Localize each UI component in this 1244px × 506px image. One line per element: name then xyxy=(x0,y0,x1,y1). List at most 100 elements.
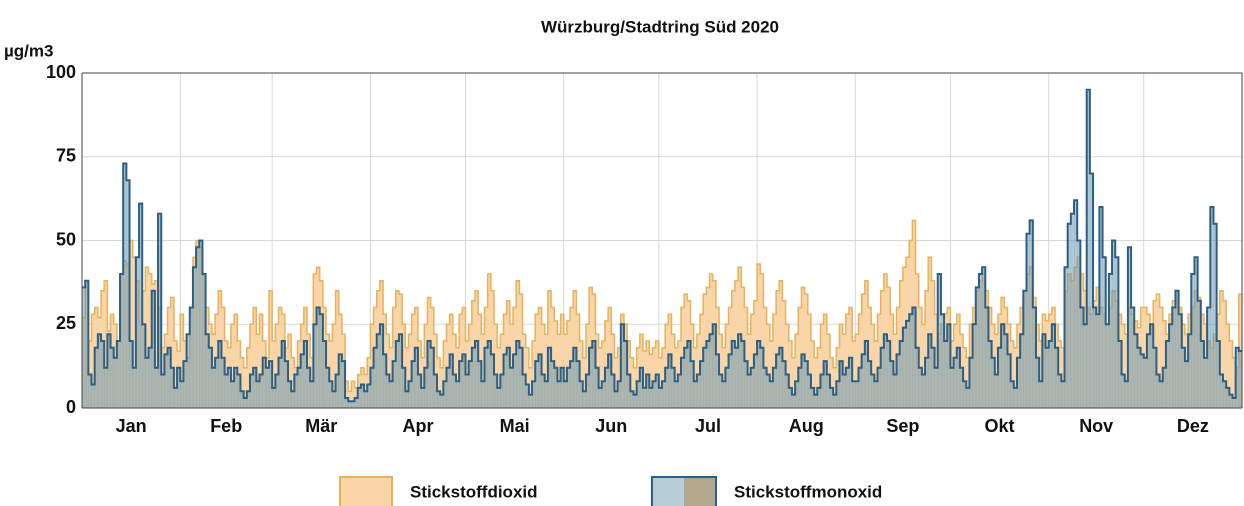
bar xyxy=(937,274,942,408)
bar xyxy=(810,387,815,408)
bar xyxy=(452,374,457,408)
bar xyxy=(449,354,454,408)
bar xyxy=(570,307,574,408)
bar xyxy=(652,347,656,408)
bar xyxy=(807,314,812,408)
bar xyxy=(899,341,904,408)
bar xyxy=(947,324,951,408)
x-tick-label: Feb xyxy=(210,416,242,436)
bar xyxy=(829,387,834,408)
bar xyxy=(696,374,701,408)
bar xyxy=(164,354,168,408)
bar xyxy=(192,267,197,408)
bar xyxy=(427,341,431,408)
bar xyxy=(877,367,881,408)
bar xyxy=(690,361,694,408)
bar xyxy=(975,287,980,408)
bar xyxy=(700,361,704,408)
bar xyxy=(760,347,764,408)
bar xyxy=(852,341,856,408)
bar xyxy=(719,374,723,408)
bar xyxy=(1105,324,1110,408)
bar xyxy=(687,341,691,408)
bar xyxy=(1055,347,1059,408)
bar xyxy=(97,334,102,408)
bar xyxy=(351,401,355,408)
bar xyxy=(268,361,273,408)
bar xyxy=(1121,374,1126,408)
bar xyxy=(712,324,717,408)
bar xyxy=(915,274,920,408)
bar xyxy=(1203,357,1208,408)
bar xyxy=(440,367,444,408)
bar xyxy=(351,381,355,408)
bar xyxy=(944,341,948,408)
bar xyxy=(170,367,175,408)
bar xyxy=(284,361,289,408)
bar xyxy=(972,324,977,408)
bar xyxy=(513,354,517,408)
bar xyxy=(801,287,805,408)
bar xyxy=(503,354,507,408)
bar xyxy=(1124,334,1129,408)
bar xyxy=(1102,257,1107,408)
bar xyxy=(696,334,701,408)
bar xyxy=(741,341,745,408)
bar xyxy=(1013,347,1018,408)
bar xyxy=(110,347,114,408)
bar xyxy=(655,374,660,408)
bar xyxy=(1039,341,1043,408)
bar xyxy=(798,367,802,408)
bar xyxy=(931,347,935,408)
bar xyxy=(722,381,726,408)
bar xyxy=(582,357,587,408)
bar xyxy=(291,357,295,408)
bar xyxy=(468,361,473,408)
bar xyxy=(642,387,647,408)
bar xyxy=(1200,341,1205,408)
bar xyxy=(288,381,292,408)
bar xyxy=(798,307,802,408)
bar xyxy=(582,391,587,408)
chart-title: Würzburg/Stadtring Süd 2020 xyxy=(541,17,779,36)
bar xyxy=(259,314,263,408)
step-line xyxy=(82,88,1242,403)
bar xyxy=(237,374,241,408)
bar xyxy=(725,367,729,408)
bar xyxy=(665,324,669,408)
bar xyxy=(1216,341,1221,408)
bar xyxy=(639,367,644,408)
bar xyxy=(1175,290,1179,408)
bar xyxy=(928,334,932,408)
bar xyxy=(288,334,292,408)
bar xyxy=(500,374,504,408)
bar xyxy=(132,367,137,408)
bar xyxy=(630,391,634,408)
bar xyxy=(1229,394,1233,408)
bar xyxy=(249,374,254,408)
bar xyxy=(855,381,859,408)
bar xyxy=(173,341,178,408)
bar xyxy=(871,374,875,408)
bar xyxy=(1112,240,1116,408)
bar xyxy=(541,374,546,408)
bar xyxy=(402,367,406,408)
bar xyxy=(91,314,95,408)
bar xyxy=(129,341,134,408)
bar xyxy=(443,381,447,408)
bar xyxy=(199,240,203,408)
bar xyxy=(424,324,428,408)
bar xyxy=(329,341,333,408)
bar xyxy=(272,387,276,408)
bar xyxy=(861,354,866,408)
bar xyxy=(858,314,862,408)
x-tick-label: Jun xyxy=(595,416,627,436)
bar xyxy=(725,324,729,408)
bar xyxy=(91,384,95,408)
bar xyxy=(966,387,970,408)
bar xyxy=(1032,307,1037,408)
bar xyxy=(205,334,210,408)
bar xyxy=(1086,89,1091,408)
bar xyxy=(598,387,603,408)
